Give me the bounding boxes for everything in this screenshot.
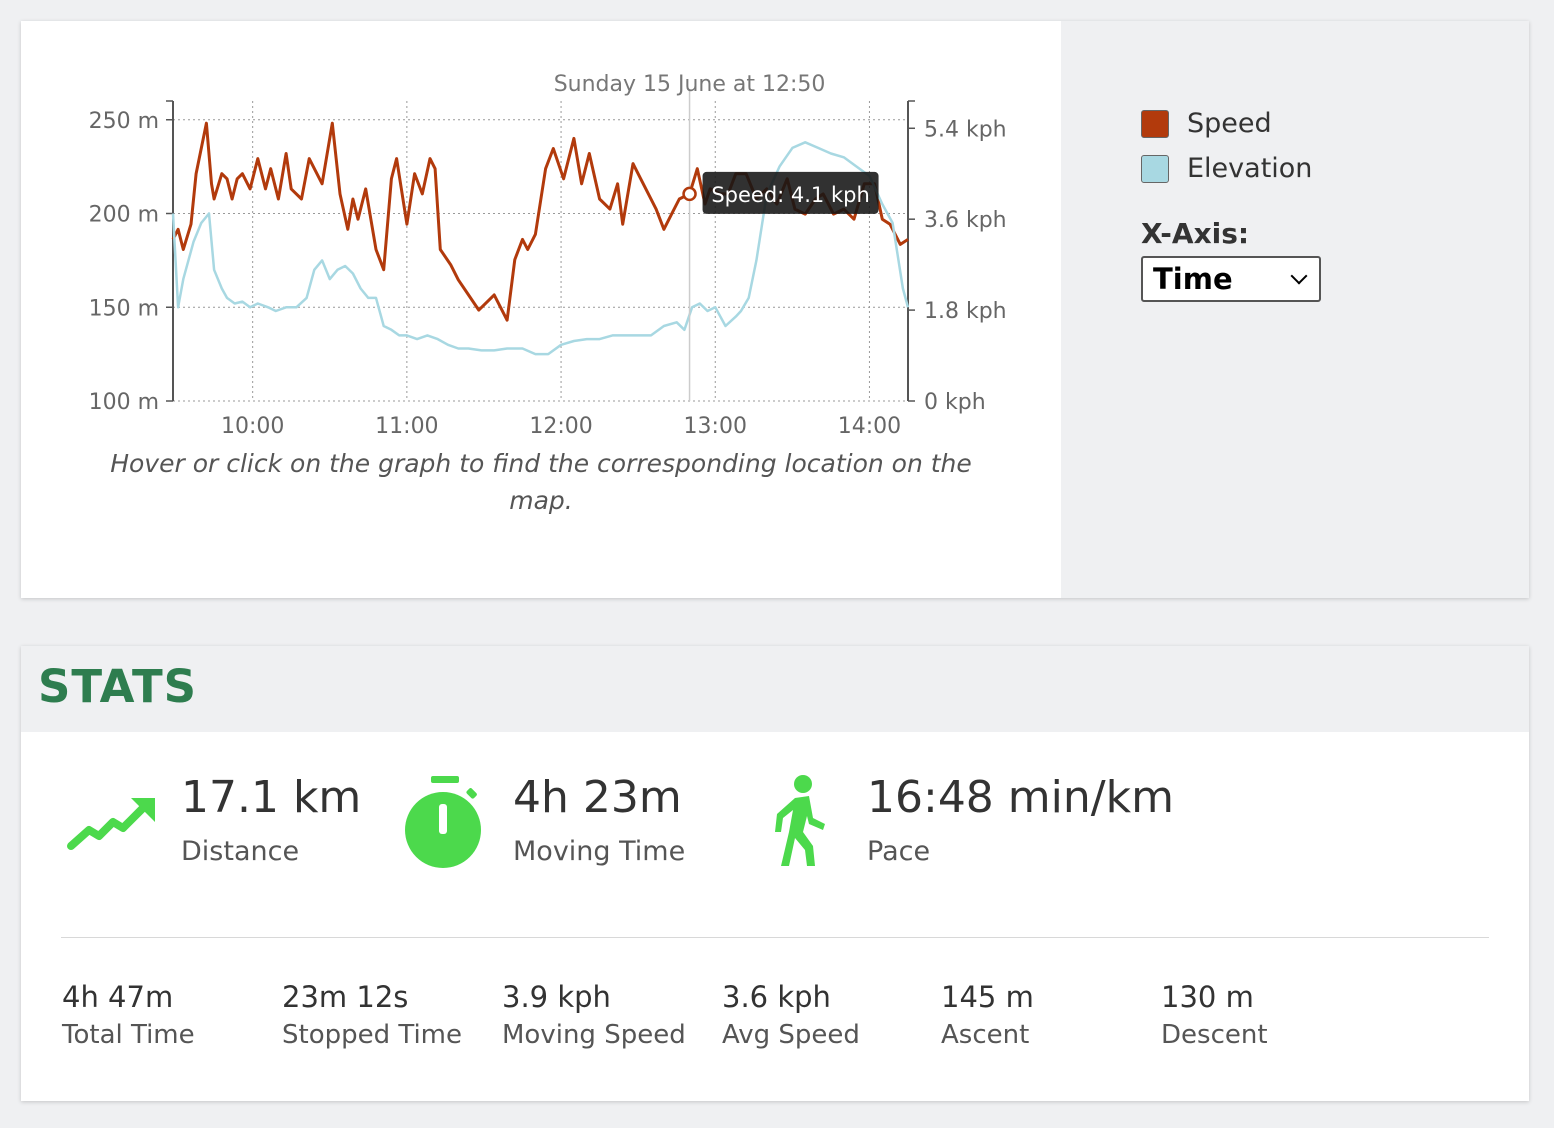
stat-label: Total Time bbox=[62, 1020, 195, 1050]
stat-label: Moving Time bbox=[513, 836, 686, 867]
stat-label: Avg Speed bbox=[722, 1020, 860, 1050]
stat-value: 17.1 km bbox=[181, 772, 362, 823]
stat-value: 3.9 kph bbox=[502, 980, 611, 1014]
stat-label: Stopped Time bbox=[282, 1020, 463, 1050]
stat-descent: 130 m Descent bbox=[1161, 978, 1268, 1054]
xaxis-selected-value: Time bbox=[1153, 262, 1233, 296]
trending-up-icon bbox=[67, 798, 155, 850]
stat-value: 3.6 kph bbox=[722, 980, 831, 1014]
y-right-tick-label: 1.8 kph bbox=[924, 299, 1007, 324]
elevation-swatch bbox=[1141, 154, 1169, 183]
x-tick-label: 14:00 bbox=[838, 414, 901, 439]
hover-marker bbox=[682, 186, 697, 202]
xaxis-label: X-Axis: bbox=[1141, 217, 1250, 250]
y-left-tick-label: 250 m bbox=[89, 109, 159, 134]
series-line-speed bbox=[171, 121, 909, 322]
y-right-tick-label: 3.6 kph bbox=[924, 208, 1007, 233]
y-right-tick-label: 0 kph bbox=[924, 390, 986, 415]
chart-card: 100 m 150 m 200 m 250 m 10:00 11:00 12:00 13:00… bbox=[21, 21, 1529, 598]
hover-time-label: Sunday 15 June at 12:50 bbox=[554, 72, 826, 97]
stat-label: Pace bbox=[867, 836, 931, 867]
legend-item-elevation[interactable]: Elevation bbox=[1141, 146, 1312, 191]
legend-label: Speed bbox=[1187, 108, 1272, 139]
stat-label: Moving Speed bbox=[502, 1020, 686, 1050]
stats-card: STATS 17.1 km Distance 4h 23m Moving Tim… bbox=[21, 646, 1529, 1101]
stat-stopped-time: 23m 12s Stopped Time bbox=[282, 978, 462, 1054]
stat-label: Descent bbox=[1161, 1020, 1268, 1050]
walking-person-icon bbox=[775, 775, 825, 866]
x-tick-label: 11:00 bbox=[375, 414, 438, 439]
tooltip-text: Speed: 4.1 kph bbox=[711, 183, 869, 207]
legend-label: Elevation bbox=[1187, 153, 1313, 184]
stat-value: 23m 12s bbox=[282, 980, 409, 1014]
y-left-tick-label: 100 m bbox=[89, 390, 159, 415]
x-tick-label: 13:00 bbox=[684, 414, 747, 439]
stat-total-time: 4h 47m Total Time bbox=[62, 978, 195, 1054]
stat-value: 130 m bbox=[1161, 980, 1254, 1014]
hover-tooltip: Speed: 4.1 kph bbox=[702, 171, 879, 214]
y-right-tick-label: 5.4 kph bbox=[924, 117, 1007, 142]
x-tick-label: 10:00 bbox=[221, 414, 284, 439]
elevation-speed-chart[interactable]: 100 m 150 m 200 m 250 m 10:00 11:00 12:00 13:00… bbox=[21, 21, 1061, 598]
stat-value: 16:48 min/km bbox=[867, 772, 1174, 823]
chart-caption: Hover or click on the graph to find the … bbox=[110, 449, 972, 515]
x-tick-label: 12:00 bbox=[529, 414, 592, 439]
chart-legend: Speed Elevation bbox=[1141, 101, 1312, 191]
stat-ascent: 145 m Ascent bbox=[941, 978, 1034, 1054]
legend-item-speed[interactable]: Speed bbox=[1141, 101, 1312, 146]
chart-controls: Speed Elevation X-Axis: Time bbox=[1061, 21, 1529, 598]
y-left-tick-label: 200 m bbox=[89, 203, 159, 228]
stat-avg-speed: 3.6 kph Avg Speed bbox=[722, 978, 860, 1054]
stat-label: Ascent bbox=[941, 1020, 1030, 1050]
stat-value: 4h 23m bbox=[513, 772, 682, 823]
stat-value: 145 m bbox=[941, 980, 1034, 1014]
series-line-elevation bbox=[171, 141, 910, 356]
chart-svg[interactable]: 100 m 150 m 200 m 250 m 10:00 11:00 12:00 13:00… bbox=[21, 21, 1061, 598]
chevron-down-icon bbox=[1290, 267, 1308, 285]
speed-swatch bbox=[1141, 109, 1169, 138]
stopwatch-icon bbox=[405, 776, 481, 868]
stat-moving-speed: 3.9 kph Moving Speed bbox=[502, 978, 686, 1054]
stats-title: STATS bbox=[38, 660, 198, 713]
stat-label: Distance bbox=[181, 836, 300, 867]
y-left-tick-label: 150 m bbox=[89, 296, 159, 321]
stats-divider bbox=[61, 937, 1489, 938]
stat-value: 4h 47m bbox=[62, 980, 174, 1014]
tooltip-background bbox=[702, 171, 879, 214]
xaxis-select[interactable]: Time bbox=[1141, 256, 1321, 302]
stats-header: STATS bbox=[21, 646, 1529, 732]
